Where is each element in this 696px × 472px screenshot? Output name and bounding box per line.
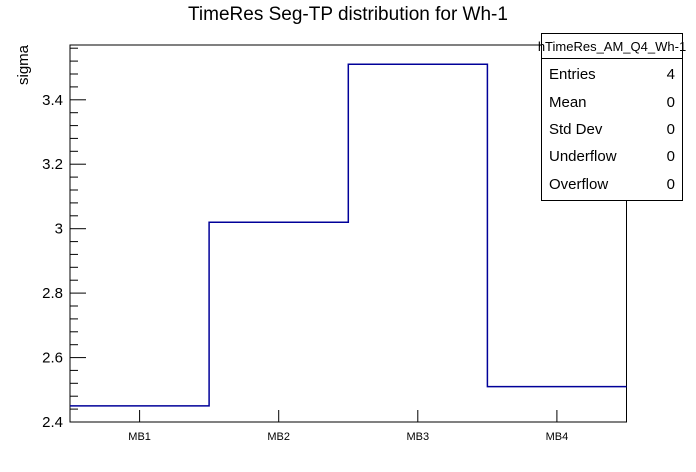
y-axis-tick-label: 3.4: [42, 92, 63, 109]
stats-row-underflow: Underflow 0: [549, 148, 675, 165]
stats-row-overflow: Overflow 0: [549, 176, 675, 193]
y-axis-tick-label: 3.2: [42, 156, 63, 173]
stats-label: Underflow: [549, 148, 617, 166]
stats-box-body: Entries 4 Mean 0 Std Dev 0 Underflow 0 O…: [541, 59, 683, 201]
plot-frame: [69, 44, 627, 423]
x-axis-tick-label: MB4: [546, 431, 569, 443]
plot-title: TimeRes Seg-TP distribution for Wh-1: [188, 4, 508, 25]
stats-value: 4: [666, 66, 675, 84]
stats-label: Mean: [549, 93, 587, 111]
y-axis-tick-label: 3: [55, 221, 63, 238]
stats-box-title: hTimeRes_AM_Q4_Wh-1: [538, 33, 686, 59]
y-axis-tick-label: 2.6: [42, 350, 63, 367]
x-axis-tick-label: MB1: [128, 431, 151, 443]
stats-value: 0: [666, 120, 675, 138]
stats-box: hTimeRes_AM_Q4_Wh-1 Entries 4 Mean 0 Std…: [538, 33, 686, 201]
stats-label: Overflow: [549, 175, 609, 193]
y-axis-tick-label: 2.8: [42, 285, 63, 302]
stats-value: 0: [666, 175, 675, 193]
stats-value: 0: [666, 93, 675, 111]
x-axis-tick-label: MB2: [267, 431, 290, 443]
stats-label: Std Dev: [549, 120, 603, 138]
stats-label: Entries: [549, 66, 596, 84]
histogram-step-line: [70, 63, 627, 407]
stats-row-stddev: Std Dev 0: [549, 121, 675, 138]
stats-value: 0: [666, 148, 675, 166]
stats-row-mean: Mean 0: [549, 94, 675, 111]
stats-row-entries: Entries 4: [549, 66, 675, 83]
y-axis-tick-label: 2.4: [42, 414, 63, 431]
x-axis-tick-label: MB3: [406, 431, 429, 443]
y-axis-title: sigma: [15, 44, 32, 85]
